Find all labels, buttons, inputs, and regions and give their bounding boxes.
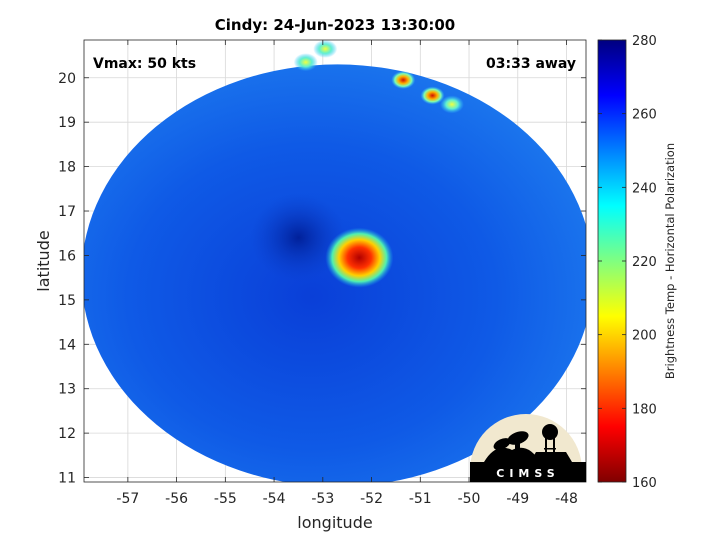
y-axis-label: latitude (34, 230, 53, 291)
y-tick-label: 19 (58, 115, 76, 131)
y-tick-label: 16 (58, 248, 76, 264)
feature-north-convection-4 (439, 95, 464, 114)
colorbar-tick-label: 200 (632, 329, 657, 344)
feature-north-convection-3 (313, 40, 338, 58)
feature-eye (250, 193, 347, 282)
x-tick-label: -53 (311, 491, 334, 507)
y-tick-label: 20 (58, 71, 76, 87)
x-tick-label: -49 (506, 491, 529, 507)
y-tick-label: 17 (58, 204, 76, 220)
feature-north-convection-2 (420, 86, 445, 105)
x-tick-label: -55 (214, 491, 237, 507)
cimss-logo: CIMSS (470, 414, 586, 482)
colorbar-ticks: 160 180 200 220 240 260 280 (598, 34, 657, 491)
y-tick-label: 18 (58, 160, 76, 176)
x-tick-label: -48 (555, 491, 578, 507)
colorbar-scale (597, 39, 627, 483)
colorbar-tick-label: 260 (632, 108, 657, 123)
convection-features (250, 40, 464, 288)
water-tower-icon (530, 424, 572, 462)
x-tick-label: -52 (360, 491, 383, 507)
colorbar-tick-label: 240 (632, 181, 657, 196)
y-tick-label: 14 (58, 337, 76, 353)
swath (84, 40, 586, 482)
y-tick-label: 12 (58, 426, 76, 442)
y-axis: 11 12 13 14 15 16 17 18 19 20 (58, 71, 586, 487)
chart-title: Cindy: 24-Jun-2023 13:30:00 (215, 16, 455, 34)
feature-north-convection-5 (293, 53, 318, 72)
y-tick-label: 11 (58, 471, 76, 487)
colorbar-tick-label: 220 (632, 255, 657, 270)
x-tick-label: -57 (116, 491, 139, 507)
satellite-dish-icon (484, 431, 540, 462)
y-tick-label: 13 (58, 382, 76, 398)
x-tick-label: -50 (458, 491, 481, 507)
colorbar-label: Brightness Temp - Horizontal Polarizatio… (663, 143, 677, 379)
vmax-annotation: Vmax: 50 kts (93, 56, 196, 72)
x-axis-label: longitude (297, 513, 372, 532)
time-away-annotation: 03:33 away (486, 56, 576, 72)
cimss-logo-text: CIMSS (496, 467, 559, 480)
feature-north-convection-1 (391, 70, 416, 89)
x-tick-label: -56 (165, 491, 188, 507)
x-tick-label: -51 (409, 491, 432, 507)
feature-convective-core (325, 227, 394, 288)
colorbar-tick-label: 280 (632, 34, 657, 49)
x-axis: -57 -56 -55 -54 -53 -52 -51 -50 -49 -48 (116, 40, 578, 507)
axes-frame (83, 39, 587, 483)
colorbar-tick-label: 180 (632, 402, 657, 417)
x-tick-label: -54 (263, 491, 286, 507)
colorbar: 160 180 200 220 240 260 280 Brightness Temp - … (597, 34, 677, 491)
colorbar-tick-label: 160 (632, 476, 657, 491)
y-tick-label: 15 (58, 293, 76, 309)
